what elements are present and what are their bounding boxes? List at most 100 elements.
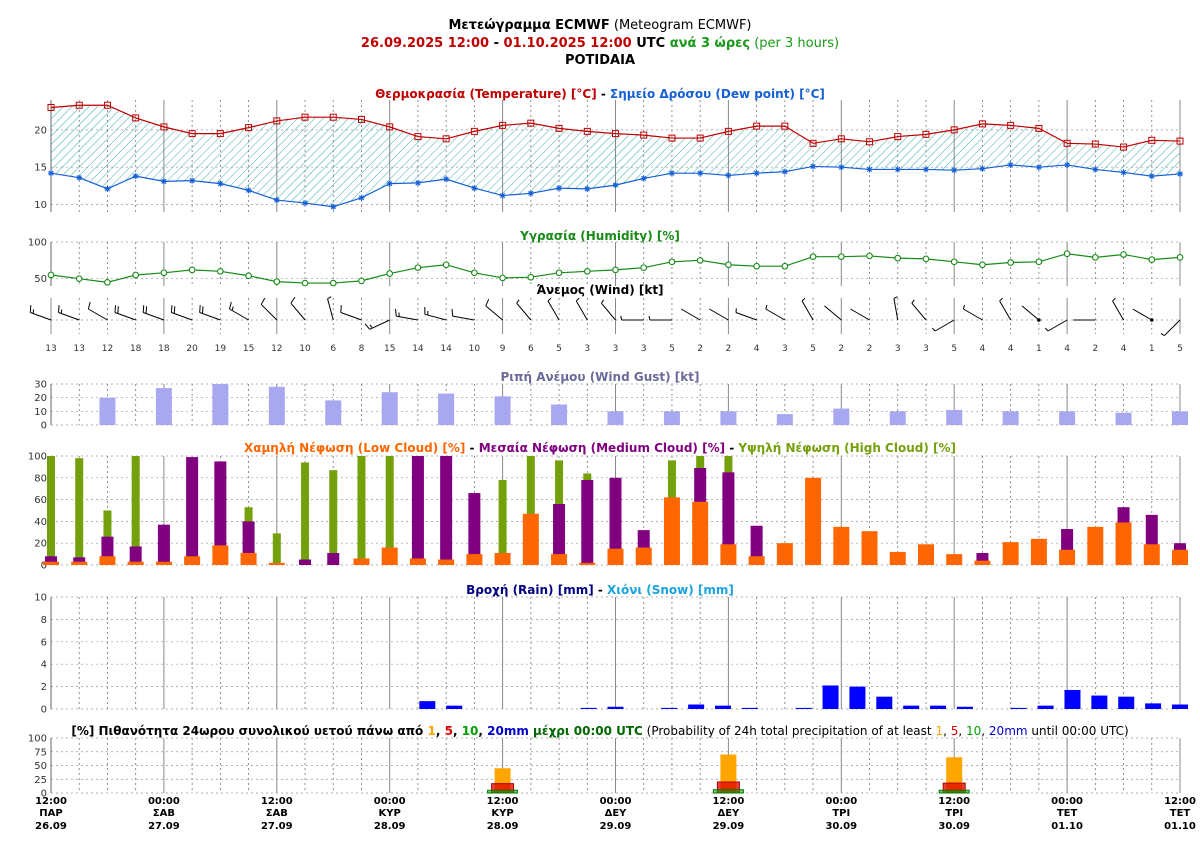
high-cloud-bar: [498, 479, 507, 565]
rain-bar: [1010, 707, 1027, 709]
humidity-ytick: 50: [34, 274, 47, 285]
low-cloud-bar: [212, 545, 229, 565]
wind-speed-label: 3: [923, 344, 929, 354]
wind-barb-half-feather: [893, 296, 898, 299]
date-label: 27.09: [261, 821, 293, 832]
wind-barb-feather: [485, 299, 490, 307]
prob-e1: 1: [935, 724, 944, 738]
rain-bar: [876, 696, 893, 709]
wind-speed-label: 14: [412, 344, 424, 354]
time-label: 12:00: [938, 796, 970, 807]
gust-title: Ριπή Ανέμου (Wind Gust) [kt]: [500, 370, 700, 384]
humidity-point: [555, 269, 563, 277]
humidity-point: [950, 258, 958, 266]
prob-ytick: 50: [34, 761, 47, 772]
time-label: 12:00: [261, 796, 293, 807]
prob-10mm-bar: [938, 789, 970, 794]
day-label: ΚΥΡ: [379, 808, 401, 819]
snow-title: Χιόνι (Snow) [mm]: [607, 583, 734, 597]
wind-barb: [999, 300, 1012, 321]
wind-barb: [680, 308, 701, 321]
rain-bar: [1118, 696, 1135, 709]
dew-point-point: [386, 180, 393, 187]
rain-bar: [580, 707, 597, 709]
date-label: 01.10: [1164, 821, 1196, 832]
prob-e-c2: ,: [958, 724, 966, 738]
cloud-ytick: 0: [41, 561, 47, 572]
wind-speed-label: 2: [838, 344, 844, 354]
temperature-point: [1035, 124, 1043, 132]
high-cloud-bar: [301, 462, 310, 565]
temperature-point: [1176, 137, 1184, 145]
dew-point-point: [1035, 164, 1042, 171]
wind-barb-feather: [87, 301, 91, 310]
wind-speed-label: 2: [867, 344, 873, 354]
low-cloud-bar: [607, 548, 624, 565]
wind-barb-half-feather: [962, 304, 965, 310]
wind-barb: [143, 312, 165, 321]
date-label: 28.09: [487, 821, 519, 832]
dew-point-point: [302, 200, 309, 207]
prob-10mm-bar: [712, 789, 744, 794]
humidity-point: [894, 254, 902, 262]
wind-speed-label: 18: [158, 344, 170, 354]
humidity-point: [979, 261, 986, 269]
dew-point-point: [527, 190, 534, 197]
dew-point-point: [414, 179, 421, 186]
dew-point-point: [781, 168, 788, 175]
wind-barb-half-feather: [231, 306, 234, 311]
wind-speed-label: 3: [641, 344, 647, 354]
dew-point-point: [668, 170, 675, 177]
wind-barb-feather: [117, 306, 119, 314]
gust-bar: [946, 409, 963, 425]
wind-barb-feather: [199, 305, 201, 313]
prob-title-a: [%] Πιθανότητα 24ωρου συνολικού υετού πά…: [71, 724, 428, 738]
dew-point-point: [697, 170, 704, 177]
prob-v1: 1: [427, 724, 436, 738]
wind-barb: [911, 302, 927, 321]
gust-bar: [833, 408, 850, 425]
low-cloud-bar: [635, 547, 652, 565]
temperature-point: [245, 124, 253, 132]
wind-barb: [1164, 319, 1181, 336]
gust-bar: [1059, 411, 1076, 425]
dew-point-point: [612, 182, 619, 189]
wind-barb: [114, 312, 136, 321]
cloud-panel-title: Χαμηλή Νέφωση (Low Cloud) [%] - Μεσαία Ν…: [0, 440, 1200, 457]
temp-sep: -: [596, 87, 611, 101]
temperature-point: [414, 133, 422, 141]
wind-speed-label: 4: [1121, 344, 1127, 354]
wind-barb: [1047, 319, 1068, 332]
low-cloud-bar: [974, 560, 991, 565]
low-cloud-bar: [663, 497, 680, 565]
rain-ytick: 2: [41, 682, 47, 693]
prob-ytick: 25: [34, 775, 47, 786]
humidity-ytick: 100: [28, 238, 47, 249]
wind-barb: [260, 304, 278, 321]
prob-title-d: until 00:00 UTC): [1027, 724, 1129, 738]
wind-barb: [58, 312, 80, 321]
medium-cloud-bar: [157, 524, 170, 565]
rain-ytick: 10: [34, 593, 47, 604]
date-label: 29.09: [600, 821, 632, 832]
prob-e2: 5: [950, 724, 959, 738]
wind-barb-feather: [173, 306, 176, 314]
prob-e-c1: ,: [943, 724, 951, 738]
wind-speed-label: 4: [980, 344, 986, 354]
temperature-point: [640, 131, 648, 139]
cloud-ytick: 100: [28, 452, 47, 463]
medium-cloud-bar: [468, 493, 481, 565]
medium-cloud-bar: [45, 556, 57, 565]
date-label: 27.09: [148, 821, 180, 832]
date-label: 26.09: [35, 821, 67, 832]
wind-speed-label: 5: [951, 344, 957, 354]
wind-barb: [516, 302, 532, 321]
wind-speed-label: 3: [782, 344, 788, 354]
rain-bar: [715, 705, 732, 709]
wind-barb-half-feather: [931, 327, 936, 332]
wind-barb: [424, 313, 447, 321]
dew-point-point: [76, 174, 83, 181]
humidity-point: [753, 262, 760, 270]
rain-sep: -: [593, 583, 608, 597]
